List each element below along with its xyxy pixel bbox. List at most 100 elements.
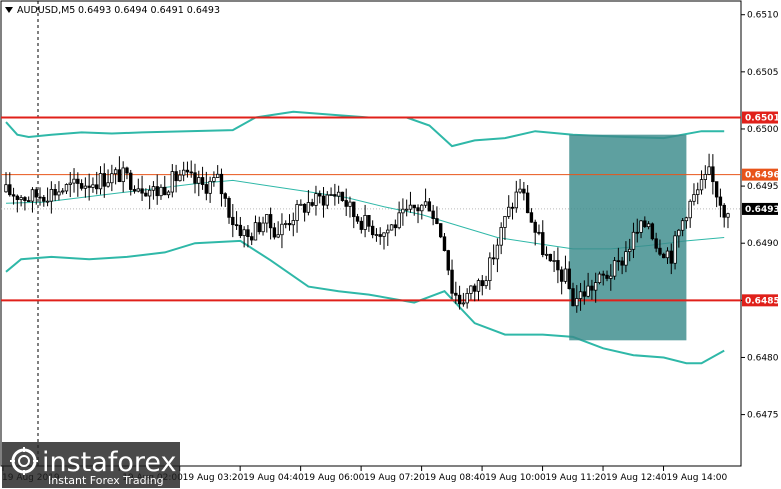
candle — [57, 181, 61, 201]
candle — [208, 176, 212, 203]
candle — [431, 204, 435, 226]
candle — [170, 164, 175, 198]
candle — [355, 213, 360, 224]
candle — [567, 261, 571, 290]
candle — [49, 181, 54, 214]
y-tick-label: 0.6490 — [747, 239, 779, 249]
candle-body — [299, 203, 303, 206]
candle-body — [181, 169, 186, 176]
collapse-triangle-icon[interactable] — [5, 7, 13, 13]
candle — [295, 199, 299, 233]
candle-body — [363, 215, 367, 230]
candle — [658, 239, 662, 256]
candle-body — [503, 216, 507, 228]
candle — [650, 222, 655, 241]
candle — [79, 179, 84, 191]
candle — [34, 187, 38, 205]
candle-body — [344, 200, 348, 207]
candle-body — [246, 229, 250, 237]
candle — [374, 228, 379, 242]
candle — [401, 198, 405, 226]
candle — [514, 180, 518, 213]
candle-body — [386, 229, 390, 234]
candle — [703, 165, 707, 189]
candle-body — [83, 185, 88, 189]
candle — [299, 199, 303, 206]
candle-body — [113, 169, 118, 175]
candle-body — [669, 250, 673, 264]
candle-body — [427, 201, 432, 212]
candle-body — [370, 225, 375, 236]
candle-body — [518, 188, 522, 193]
candle — [8, 172, 12, 197]
candle-body — [635, 231, 639, 234]
candle-body — [507, 206, 511, 217]
candle-body — [575, 298, 579, 307]
candle — [628, 238, 632, 262]
candle — [597, 271, 602, 285]
candle — [416, 204, 420, 224]
candle — [382, 232, 386, 250]
candle — [336, 185, 341, 204]
candle-body — [590, 285, 594, 291]
candle — [68, 171, 72, 198]
candle-body — [45, 200, 50, 203]
candle-body — [525, 192, 530, 214]
price-tag-level-0-text: 0.6501 — [745, 114, 780, 124]
candle-body — [393, 224, 398, 229]
candle — [246, 225, 250, 248]
candle-body — [174, 171, 178, 182]
price-tag-level-1: 0.6496 — [742, 168, 780, 181]
candle-body — [665, 250, 670, 259]
watermark-logo: instaforex Instant Forex Trading — [2, 442, 180, 488]
candle-body — [416, 207, 420, 212]
candle — [242, 226, 246, 248]
candle — [344, 188, 348, 217]
candle-body — [8, 184, 12, 196]
candle — [26, 196, 31, 202]
candle-body — [314, 193, 318, 206]
candle-body — [692, 194, 696, 202]
candle — [450, 259, 454, 299]
candle-body — [420, 204, 424, 212]
candle-body — [473, 285, 477, 292]
candle-body — [586, 285, 590, 297]
candle-body — [318, 193, 322, 197]
candle-body — [461, 302, 466, 305]
y-axis: 0.6510 0.6505 0.6500 0.6495 0.6490 0.6485 0.64… — [741, 11, 780, 421]
candle-body — [242, 229, 246, 237]
candle — [280, 213, 284, 249]
candle-body — [544, 253, 549, 256]
candle-body — [68, 182, 72, 185]
candle-body — [125, 167, 129, 174]
candle — [212, 171, 216, 187]
candle — [571, 282, 575, 307]
candle-body — [563, 268, 568, 282]
candle-body — [276, 234, 280, 238]
price-tag-current: 0.6493 — [742, 202, 780, 215]
candle-body — [567, 268, 571, 290]
candle-body — [223, 193, 227, 199]
candle — [522, 181, 526, 201]
candle-body — [23, 197, 27, 201]
candle-body — [423, 201, 428, 206]
candle — [249, 232, 254, 246]
candle-body — [559, 269, 564, 282]
x-tick-label: 19 Aug 07:20 — [364, 473, 425, 483]
candle — [484, 275, 488, 289]
candle-body — [132, 189, 137, 192]
candle — [72, 168, 76, 193]
candle — [64, 183, 69, 194]
candle — [363, 204, 367, 238]
candle-body — [144, 192, 148, 197]
candle — [276, 221, 280, 239]
candle — [204, 171, 209, 201]
candle — [15, 194, 20, 213]
candle-body — [552, 260, 556, 262]
candle-body — [215, 173, 220, 178]
candle — [624, 241, 628, 273]
price-tag-level-0: 0.6501 — [742, 111, 780, 124]
y-tick-label: 0.6495 — [747, 182, 779, 192]
candle-body — [688, 200, 692, 219]
y-tick-label: 0.6500 — [747, 125, 779, 135]
